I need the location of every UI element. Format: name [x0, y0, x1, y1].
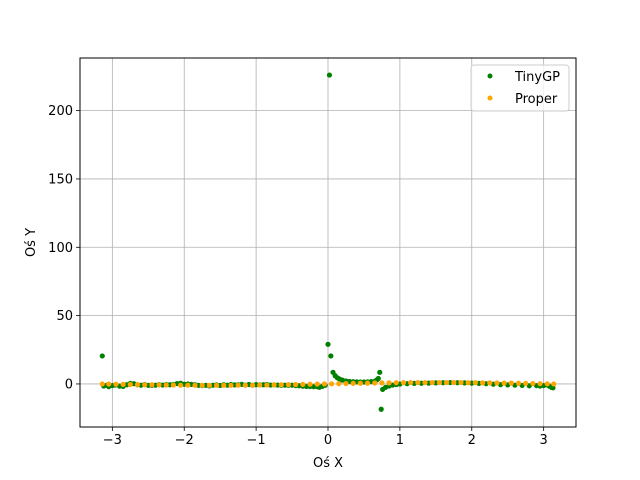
data-point: [106, 381, 112, 387]
y-axis-label: Oś Y: [24, 228, 39, 257]
data-point: [379, 380, 385, 386]
data-point: [465, 380, 471, 386]
data-point: [170, 382, 177, 388]
data-point: [264, 382, 270, 388]
data-point: [307, 381, 313, 387]
data-point: [544, 381, 550, 387]
data-point: [228, 382, 234, 388]
legend-marker-tinygp: [487, 73, 493, 79]
data-point: [163, 382, 169, 388]
series-proper: [99, 379, 557, 388]
y-tick-label: 150: [48, 172, 73, 187]
data-point: [447, 379, 453, 386]
data-point: [537, 381, 543, 387]
x-tick-label: 0: [324, 433, 332, 448]
data-point: [235, 382, 241, 388]
data-points: [99, 72, 557, 412]
y-tick-label: 50: [56, 309, 73, 324]
data-point: [375, 375, 381, 382]
data-point: [422, 379, 428, 386]
data-point: [472, 380, 478, 386]
x-axis-label: Oś X: [313, 456, 343, 471]
data-point: [192, 382, 198, 388]
data-point: [393, 380, 399, 386]
data-point: [249, 382, 256, 388]
data-point: [321, 381, 328, 387]
data-point: [451, 379, 457, 386]
data-point: [127, 381, 133, 388]
data-point: [530, 380, 536, 387]
data-point: [206, 382, 212, 388]
data-point: [515, 380, 522, 386]
data-point: [408, 379, 414, 386]
data-point: [300, 381, 306, 387]
data-point: [479, 380, 486, 386]
data-point: [501, 380, 507, 386]
data-point: [328, 353, 334, 359]
data-point: [444, 379, 450, 386]
data-point: [325, 341, 331, 347]
data-point: [326, 72, 333, 78]
axis-ticks: −3 −2 −1 0 1 2 3 0 50 100 150 200: [48, 104, 548, 448]
data-point: [415, 379, 421, 386]
x-tick-label: −3: [103, 433, 122, 448]
x-tick-label: −2: [175, 433, 194, 448]
data-point: [436, 379, 443, 386]
data-point: [221, 382, 227, 388]
data-point: [99, 353, 105, 359]
data-point: [400, 380, 407, 386]
data-point: [378, 406, 384, 412]
data-point: [508, 380, 514, 386]
legend-box: [470, 64, 570, 112]
y-tick-label: 0: [65, 377, 73, 392]
data-point: [328, 381, 335, 387]
data-point: [278, 382, 284, 388]
data-point: [242, 382, 248, 388]
data-point: [178, 382, 184, 388]
data-point: [551, 381, 557, 387]
data-point: [487, 380, 493, 386]
data-point: [377, 369, 383, 375]
data-point: [285, 382, 292, 388]
data-point: [99, 381, 105, 387]
data-point: [293, 381, 299, 388]
legend-label-tinygp: TinyGP: [514, 70, 560, 85]
data-point: [271, 382, 277, 388]
data-point: [350, 380, 356, 387]
data-point: [185, 382, 191, 388]
legend: TinyGP Proper: [470, 64, 570, 112]
data-point: [113, 381, 119, 387]
data-point: [142, 382, 148, 388]
data-point: [357, 380, 363, 386]
data-point: [429, 379, 435, 386]
data-point: [156, 382, 162, 388]
y-tick-label: 200: [48, 104, 73, 119]
x-tick-label: −1: [247, 433, 266, 448]
data-point: [314, 381, 320, 387]
data-point: [343, 380, 349, 387]
data-point: [336, 381, 342, 387]
data-point: [523, 380, 529, 387]
data-point: [257, 382, 263, 388]
data-point: [134, 382, 141, 388]
legend-marker-proper: [487, 95, 493, 101]
x-tick-label: 3: [540, 433, 548, 448]
x-tick-label: 1: [396, 433, 404, 448]
data-point: [458, 379, 464, 386]
y-tick-label: 100: [48, 241, 73, 256]
legend-label-proper: Proper: [515, 92, 558, 107]
data-point: [494, 380, 500, 386]
x-tick-label: 2: [468, 433, 476, 448]
data-point: [149, 382, 155, 388]
data-point: [386, 380, 392, 386]
data-point: [120, 381, 126, 387]
data-point: [364, 380, 371, 386]
data-point: [199, 382, 205, 388]
data-point: [213, 382, 220, 388]
data-point: [372, 380, 378, 386]
